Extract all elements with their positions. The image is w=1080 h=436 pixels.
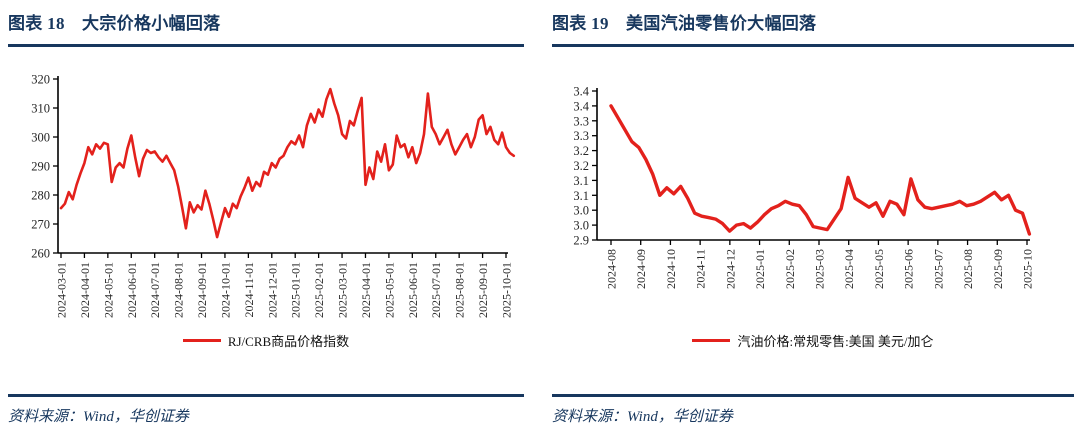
figure-19-title: 图表 19 美国汽油零售价大幅回落: [552, 14, 817, 33]
svg-text:270: 270: [31, 218, 50, 232]
svg-text:280: 280: [31, 189, 50, 203]
svg-text:3.1: 3.1: [573, 174, 589, 188]
svg-text:2025-02: 2025-02: [783, 249, 797, 289]
svg-text:2025-03: 2025-03: [813, 249, 827, 289]
svg-text:3.3: 3.3: [573, 114, 589, 128]
svg-text:2025-02-01: 2025-02-01: [312, 262, 326, 318]
svg-text:2025-01-01: 2025-01-01: [289, 262, 303, 318]
svg-text:290: 290: [31, 160, 50, 174]
svg-text:2024-11-01: 2024-11-01: [242, 262, 256, 318]
figure-18-title: 图表 18 大宗价格小幅回落: [8, 14, 221, 33]
svg-text:2024-12: 2024-12: [723, 249, 737, 289]
svg-text:2024-07-01: 2024-07-01: [148, 262, 162, 318]
us-gasoline-price-chart: 3.4 3.4 3.3 3.3 3.2 3.2 3.1 3.1 3.0 3.0 2.9 2024-08…: [566, 71, 1066, 329]
figure-18-panel: 图表 18 大宗价格小幅回落 320 310 300 290 280 270 260 2024…: [8, 14, 524, 426]
svg-text:3.0: 3.0: [573, 219, 589, 233]
svg-text:2024-10: 2024-10: [664, 249, 678, 289]
svg-text:2024-11: 2024-11: [694, 249, 708, 289]
figure-19-panel: 图表 19 美国汽油零售价大幅回落 3.4 3.4 3.3 3.3 3.2 3.2 3.1 3…: [540, 0, 1080, 436]
svg-text:2024-08: 2024-08: [605, 249, 619, 289]
svg-text:2025-08-01: 2025-08-01: [453, 262, 467, 318]
svg-text:2025-04: 2025-04: [842, 249, 856, 289]
red-line-swatch: [182, 339, 221, 342]
svg-text:310: 310: [31, 102, 50, 116]
svg-text:3.2: 3.2: [573, 159, 589, 173]
svg-text:2025-01: 2025-01: [753, 249, 767, 289]
svg-text:2025-09-01: 2025-09-01: [476, 262, 490, 318]
svg-text:2024-04-01: 2024-04-01: [78, 262, 92, 318]
figure-18-source: 资料来源：Wind，华创证券: [8, 394, 524, 426]
svg-text:2024-05-01: 2024-05-01: [101, 262, 115, 318]
svg-text:2025-06: 2025-06: [902, 249, 916, 289]
figure-19-title-rule: [552, 44, 1074, 47]
figure-19-source: 资料来源：Wind，华创证券: [552, 394, 1074, 426]
svg-text:3.0: 3.0: [573, 204, 589, 218]
svg-text:2025-06-01: 2025-06-01: [406, 262, 420, 318]
svg-text:2024-09-01: 2024-09-01: [195, 262, 209, 318]
svg-text:320: 320: [31, 73, 50, 87]
svg-text:2.9: 2.9: [573, 234, 589, 248]
svg-text:260: 260: [31, 247, 50, 261]
legend-label: RJ/CRB商品价格指数: [227, 334, 350, 349]
svg-text:2025-07: 2025-07: [931, 249, 945, 289]
svg-text:2024-12-01: 2024-12-01: [265, 262, 279, 318]
svg-text:2025-03-01: 2025-03-01: [336, 262, 350, 318]
svg-text:2025-10: 2025-10: [1021, 249, 1035, 289]
svg-text:2024-06-01: 2024-06-01: [125, 262, 139, 318]
legend-label: 汽油价格:常规零售:美国 美元/加仑: [737, 334, 934, 349]
svg-text:2025-05-01: 2025-05-01: [382, 262, 396, 318]
svg-text:3.4: 3.4: [573, 85, 589, 99]
svg-text:3.1: 3.1: [573, 189, 589, 203]
svg-text:2025-10-01: 2025-10-01: [500, 262, 514, 318]
svg-text:3.4: 3.4: [573, 99, 589, 113]
svg-text:2024-08-01: 2024-08-01: [172, 262, 186, 318]
svg-text:2025-09: 2025-09: [991, 249, 1005, 289]
svg-text:3.2: 3.2: [573, 144, 589, 158]
svg-text:2025-05: 2025-05: [872, 249, 886, 289]
figure-18-legend: RJ/CRB商品价格指数: [8, 331, 524, 350]
svg-text:2024-03-01: 2024-03-01: [55, 262, 69, 318]
rj-crb-index-chart: 320 310 300 290 280 270 260 2024-03-01 2024-04-0…: [22, 71, 522, 329]
svg-text:2024-09: 2024-09: [634, 249, 648, 289]
svg-text:2025-07-01: 2025-07-01: [429, 262, 443, 318]
svg-text:2024-10-01: 2024-10-01: [218, 262, 232, 318]
red-line-swatch: [692, 339, 731, 342]
svg-text:2025-08: 2025-08: [961, 249, 975, 289]
figure-18-title-rule: [8, 44, 524, 47]
svg-text:300: 300: [31, 131, 50, 145]
svg-text:3.3: 3.3: [573, 129, 589, 143]
svg-text:2025-04-01: 2025-04-01: [359, 262, 373, 318]
figure-19-legend: 汽油价格:常规零售:美国 美元/加仑: [552, 331, 1074, 350]
